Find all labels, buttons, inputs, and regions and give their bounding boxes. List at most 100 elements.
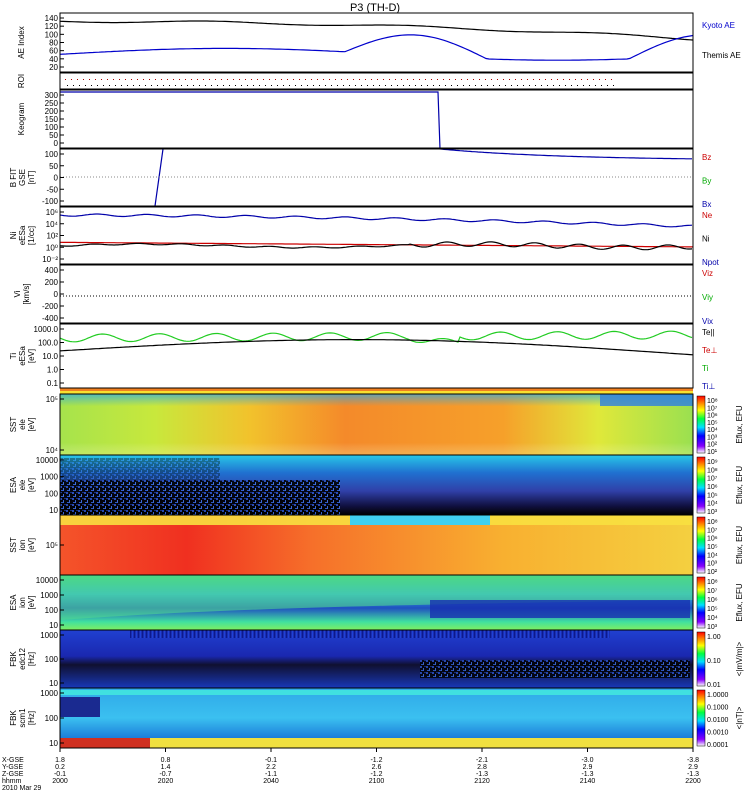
- roi-dot: [235, 85, 236, 86]
- tick-label-sst_e: 10⁵: [46, 395, 58, 404]
- colorbar-tick-sst_e: 10⁶: [707, 413, 718, 420]
- roi-dot: [511, 85, 512, 86]
- roi-dot: [281, 79, 282, 80]
- roi-dot: [581, 79, 582, 80]
- roi-dot: [613, 85, 614, 86]
- roi-dot: [493, 85, 494, 86]
- colorbar-label-esa_e: Eflux, EFU: [735, 466, 744, 504]
- tick-label-ae: 20: [49, 63, 58, 72]
- tick-label-esa_i: 100: [45, 606, 59, 615]
- ylabel-ni: eESa: [18, 225, 27, 245]
- roi-dot: [421, 85, 422, 86]
- tick-label-esa_e: 1000: [40, 473, 58, 482]
- roi-dot: [449, 79, 450, 80]
- roi-dot: [169, 85, 170, 86]
- roi-dot: [349, 85, 350, 86]
- tick-label-esa_e: 10: [49, 506, 58, 515]
- ylabel-keo: Keogram: [17, 102, 26, 135]
- colorbar-tick-sst_i: 10²: [707, 569, 718, 576]
- colorbar-label-sst_e: Eflux, EFU: [735, 405, 744, 443]
- legend-ni-1: Ni: [702, 235, 710, 244]
- roi-dot: [557, 79, 558, 80]
- npot-line: [59, 213, 693, 228]
- roi-dot: [179, 79, 180, 80]
- roi-dot: [611, 79, 612, 80]
- roi-dot: [187, 85, 188, 86]
- ylabel-esa_e: ele: [18, 479, 27, 490]
- xaxis-value: 1.4: [161, 764, 171, 771]
- legend-ni-2: Npot: [702, 258, 720, 267]
- colorbar-sst_i: [696, 516, 706, 574]
- tick-label-ae: 120: [45, 22, 59, 31]
- roi-dot: [523, 85, 524, 86]
- colorbar-tick-fbk_e: 0.10: [707, 658, 721, 665]
- colorbar-tick-sst_i: 10⁴: [707, 552, 718, 559]
- colorbar-tick-esa_i: 10⁷: [707, 588, 718, 595]
- tick-label-keo: 0: [54, 139, 59, 148]
- tick-label-keo: 200: [45, 107, 59, 116]
- colorbar-esa_i: [696, 576, 706, 629]
- ylabel-esa_e: ESA: [9, 476, 18, 493]
- roi-dot: [403, 85, 404, 86]
- roi-dot: [97, 85, 98, 86]
- roi-dot: [529, 85, 530, 86]
- ylabel-esa_i: ion: [18, 597, 27, 608]
- roi-dot: [383, 79, 384, 80]
- bx-line-2: [60, 91, 692, 160]
- roi-dot: [481, 85, 482, 86]
- ylabel-sst_i: SST: [9, 537, 18, 553]
- fbk-e-noise: [420, 660, 690, 678]
- fbk-e-spectrogram: [60, 630, 693, 688]
- legend-ni-0: Ne: [702, 211, 713, 220]
- roi-dot: [223, 85, 224, 86]
- roi-dot: [217, 85, 218, 86]
- roi-dot: [265, 85, 266, 86]
- roi-dot: [313, 85, 314, 86]
- roi-dot: [133, 85, 134, 86]
- roi-dot: [149, 79, 150, 80]
- sst-ele-corner: [600, 394, 693, 406]
- fbk-e-stripe: [130, 630, 610, 638]
- roi-dot: [269, 79, 270, 80]
- roi-dot: [101, 79, 102, 80]
- xaxis-value: 0.8: [161, 757, 171, 764]
- esa-ele-noise-top: [60, 458, 220, 480]
- roi-dot: [329, 79, 330, 80]
- roi-dot: [83, 79, 84, 80]
- legend-vi-0: Viz: [702, 269, 713, 278]
- roi-dot: [343, 85, 344, 86]
- xaxis-value: -1.3: [476, 771, 488, 778]
- xaxis-value: -3.8: [687, 757, 699, 764]
- colorbar-tick-sst_e: 10¹: [707, 449, 718, 456]
- colorbar-tick-fbk_b: 0.1000: [707, 705, 729, 712]
- roi-dot: [385, 85, 386, 86]
- xaxis-value: -1.1: [265, 771, 277, 778]
- roi-dot: [553, 85, 554, 86]
- ylabel-ti: Ti: [9, 353, 18, 360]
- legend-ti-2: Ti: [702, 364, 709, 373]
- roi-dot: [137, 79, 138, 80]
- tick-label-vi: 400: [45, 266, 59, 275]
- roi-dot: [65, 79, 66, 80]
- colorbar-tick-fbk_b: 0.0010: [707, 730, 729, 737]
- ylabel-bfit: GSE: [18, 169, 27, 186]
- legend-ti-0: Te||: [702, 328, 715, 337]
- ylabel-sst_i: ion: [18, 540, 27, 551]
- ylabel-ni: [1/cc]: [27, 226, 36, 245]
- roi-dot: [593, 79, 594, 80]
- colorbar-tick-fbk_b: 1.0000: [707, 692, 729, 699]
- tick-label-esa_i: 10000: [36, 576, 59, 585]
- roi-dot: [499, 85, 500, 86]
- roi-dot: [79, 85, 80, 86]
- roi-dot: [193, 85, 194, 86]
- roi-dot: [367, 85, 368, 86]
- roi-dot: [127, 85, 128, 86]
- xaxis-value: 2120: [474, 778, 490, 785]
- roi-dot: [131, 79, 132, 80]
- roi-dot: [479, 79, 480, 80]
- roi-dot: [365, 79, 366, 80]
- colorbar-tick-sst_e: 10⁸: [707, 398, 718, 405]
- roi-dot: [229, 85, 230, 86]
- colorbar-tick-esa_e: 10⁸: [707, 467, 718, 474]
- tick-label-fbk_e: 10: [49, 679, 58, 688]
